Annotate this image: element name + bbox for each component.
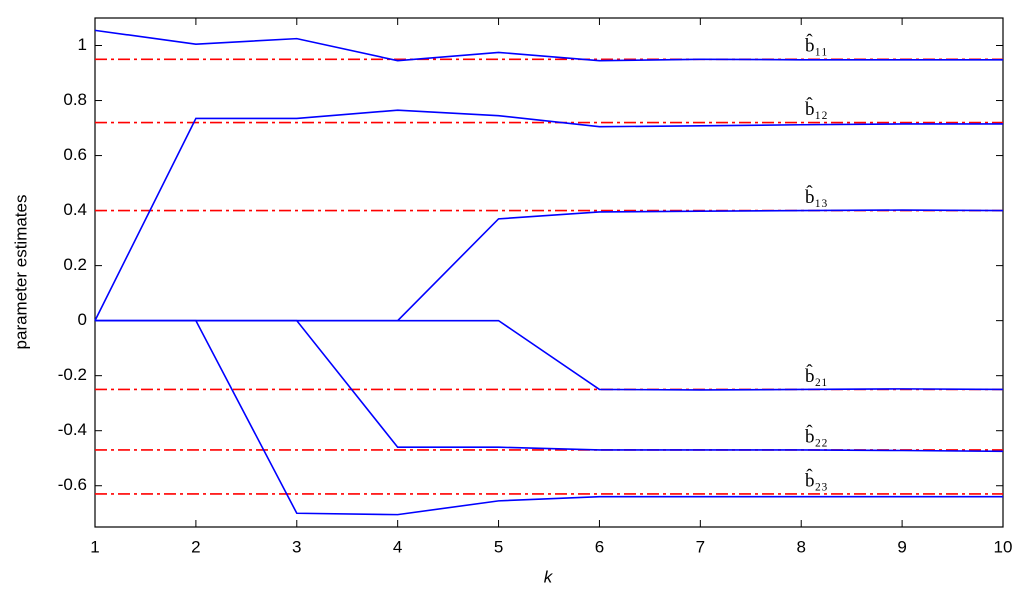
- reference-label: b̂₂₃: [805, 469, 828, 491]
- x-tick-label: 9: [897, 537, 906, 556]
- reference-label: b̂₁₃: [805, 186, 828, 208]
- y-tick-label: 0.8: [63, 90, 87, 109]
- y-tick-label: -0.2: [58, 365, 87, 384]
- y-tick-label: -0.4: [58, 420, 87, 439]
- series-line: [94, 29, 1003, 62]
- y-tick-label: 1: [78, 35, 87, 54]
- reference-label: b̂₂₂: [805, 425, 828, 447]
- x-tick-label: 6: [595, 537, 604, 556]
- x-tick-label: 3: [292, 537, 301, 556]
- y-tick-label: 0.4: [63, 200, 87, 219]
- reference-label: b̂₁₂: [805, 97, 828, 119]
- x-tick-label: 2: [191, 537, 200, 556]
- x-tick-label: 4: [393, 537, 402, 556]
- y-tick-label: 0.6: [63, 145, 87, 164]
- x-tick-label: 7: [696, 537, 705, 556]
- plot-frame: [94, 17, 1004, 528]
- x-tick-label: 10: [994, 537, 1013, 556]
- x-tick-label: 8: [796, 537, 805, 556]
- series-line: [95, 319, 1003, 516]
- x-tick-label: 5: [494, 537, 503, 556]
- y-tick-label: -0.6: [58, 475, 87, 494]
- reference-label: b̂₂₁: [805, 364, 828, 386]
- series-line: [95, 319, 1004, 391]
- series-line: [95, 209, 1004, 322]
- y-tick-label: 0: [78, 310, 87, 329]
- x-axis-label: k: [544, 567, 554, 586]
- y-tick-label: 0.2: [63, 255, 87, 274]
- series-line: [95, 319, 1004, 453]
- series-line: [94, 109, 1003, 322]
- y-axis-label: parameter estimates: [11, 195, 30, 350]
- x-tick-label: 1: [90, 537, 99, 556]
- reference-label: b̂₁₁: [805, 34, 828, 56]
